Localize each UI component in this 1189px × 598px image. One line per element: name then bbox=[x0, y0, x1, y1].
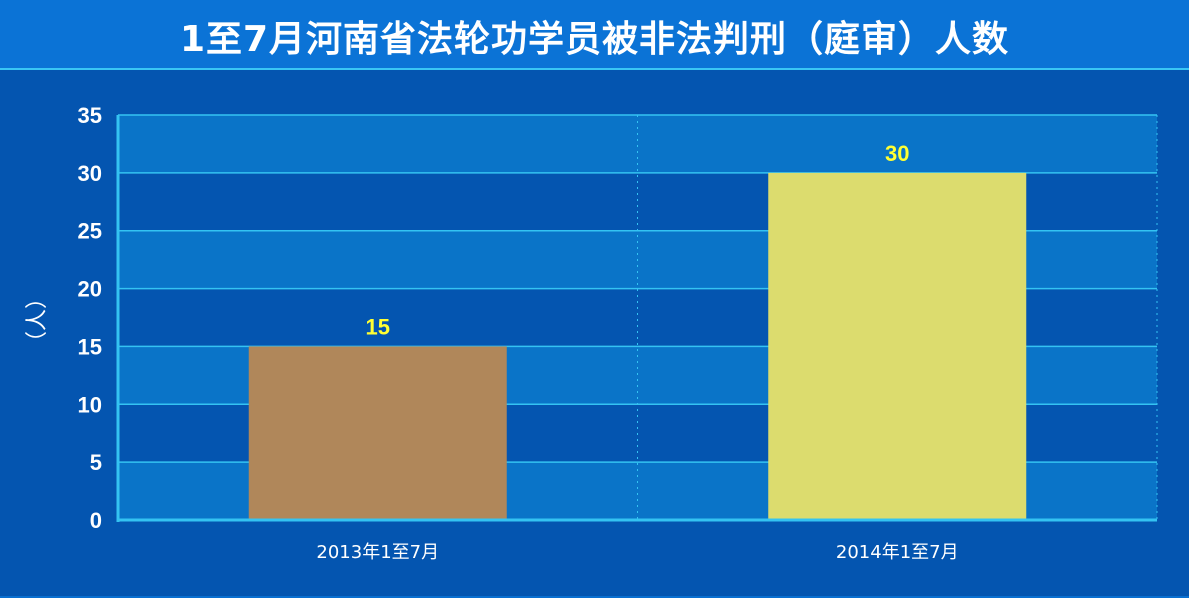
y-tick-label: 20 bbox=[78, 277, 102, 302]
bars bbox=[248, 172, 1027, 520]
chart-area: 0 5 10 15 20 25 30 35 2013年1至7月 2014年1至7月 15 30 （… bbox=[0, 68, 1189, 596]
x-tick-label: 2013年1至7月 bbox=[316, 542, 439, 563]
axes bbox=[116, 115, 1158, 522]
y-tick-label: 0 bbox=[90, 508, 102, 533]
title-bar: 1至7月河南省法轮功学员被非法判刑（庭审）人数 bbox=[0, 0, 1189, 72]
chart-title: 1至7月河南省法轮功学员被非法判刑（庭审）人数 bbox=[179, 19, 1010, 60]
y-tick-label: 30 bbox=[78, 161, 102, 186]
x-tick-label: 2014年1至7月 bbox=[836, 542, 959, 563]
y-tick-label: 5 bbox=[90, 450, 102, 475]
y-tick-label: 35 bbox=[78, 103, 102, 128]
y-tick-label: 15 bbox=[78, 334, 102, 359]
data-label: 30 bbox=[885, 141, 909, 166]
bar bbox=[768, 172, 1027, 520]
y-tick-label: 10 bbox=[78, 392, 102, 417]
x-tick-labels: 2013年1至7月 2014年1至7月 bbox=[316, 542, 958, 563]
data-label: 15 bbox=[366, 314, 390, 339]
y-tick-labels: 0 5 10 15 20 25 30 35 bbox=[78, 103, 102, 533]
y-axis-label: （人） bbox=[25, 287, 50, 353]
y-tick-label: 25 bbox=[78, 219, 102, 244]
bar bbox=[248, 346, 507, 520]
